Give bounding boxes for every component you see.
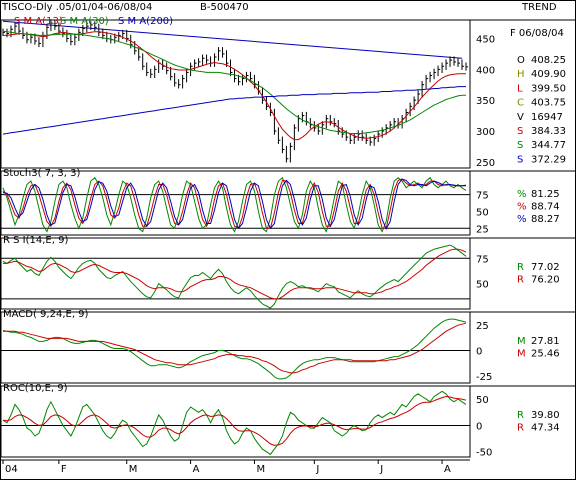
panel-price: 250 300 350 400 450 S M A(13)S M A(30) S M A(2… <box>0 16 576 169</box>
stoch-plot-border <box>0 170 471 236</box>
roc-ytick-2: 50 <box>476 395 489 406</box>
macd-series-macd <box>2 318 467 380</box>
macd-series-signal <box>3 322 467 374</box>
x-axis: 04 F M A M J J A <box>1 459 470 475</box>
info-value-6: 344.77 <box>531 140 566 151</box>
rsi-series-signal <box>3 248 467 300</box>
roc-info-value-1: 47.34 <box>531 423 560 434</box>
x-tick-label: J <box>379 464 383 475</box>
info-key-1: H <box>517 69 525 80</box>
roc-title: ROC(10,E, 9) <box>3 383 68 394</box>
rsi-ytick-0: 50 <box>476 280 489 291</box>
price-plot-border <box>0 19 471 169</box>
roc-plot-border <box>0 385 471 458</box>
info-key-6: S <box>517 140 523 151</box>
x-tick-label: F <box>61 464 67 475</box>
stoch-info-value-0: 81.25 <box>531 189 560 200</box>
info-key-5: S <box>517 126 523 137</box>
rsi-info-value-0: 77.02 <box>531 262 560 273</box>
legend-s-m-a-13-: S M A(13) <box>14 16 63 27</box>
roc-series-signal <box>2 395 467 446</box>
rsi-info-key-1: R <box>517 275 524 286</box>
macd-info-value-1: 25.46 <box>531 349 560 360</box>
rsi-ytick-1: 75 <box>476 254 489 265</box>
panel-stoch: 25 50 75 Stoch3( 7, 3, 3)% 81.25% 88.74% 88.27 <box>0 168 576 236</box>
roc-info-key-0: R <box>517 410 524 421</box>
macd-info-key-1: M <box>517 349 526 360</box>
stoch-series-%k <box>2 176 467 233</box>
info-value-7: 372.29 <box>531 154 566 165</box>
x-tick-label: M <box>256 464 265 475</box>
price-series-sma30 <box>2 30 466 134</box>
info-key-0: O <box>517 55 525 66</box>
stoch-info-value-1: 88.74 <box>531 202 560 213</box>
info-value-1: 409.90 <box>531 69 566 80</box>
macd-ytick-2: 25 <box>476 321 489 332</box>
price-ytick-4: 450 <box>476 35 495 46</box>
price-ytick-2: 350 <box>476 96 495 107</box>
stoch-ytick-1: 50 <box>476 207 489 218</box>
roc-ytick-0: -50 <box>476 448 492 459</box>
stoch-series-slow <box>2 178 466 231</box>
rsi-title: R S I(14,E, 9) <box>3 235 68 246</box>
info-value-0: 408.25 <box>531 55 566 66</box>
roc-info-value-0: 39.80 <box>531 410 560 421</box>
stoch-info-key-0: % <box>517 189 527 200</box>
info-value-5: 384.33 <box>531 126 566 137</box>
roc-info-key-1: R <box>517 423 524 434</box>
panel-rsi: 50 75 R S I(14,E, 9) R 77.02 R 76.20 <box>0 235 576 310</box>
macd-info-key-0: M <box>517 336 526 347</box>
stoch-info-key-1: % <box>517 202 527 213</box>
rsi-info-value-1: 76.20 <box>531 275 560 286</box>
roc-ytick-1: 0 <box>476 421 482 432</box>
x-tick-label: 04 <box>5 464 18 475</box>
stoch-title: Stoch3( 7, 3, 3) <box>3 168 80 179</box>
stoch-info-value-2: 88.27 <box>531 214 560 225</box>
macd-info-value-0: 27.81 <box>531 336 560 347</box>
rsi-plot-border <box>0 237 471 310</box>
panel-macd: -25 0 25 MACD( 9,24,E, 9) M 27.81 M 25.46 <box>0 309 576 384</box>
stoch-ytick-2: 75 <box>476 191 489 202</box>
info-value-2: 399.50 <box>531 83 566 94</box>
info-key-2: L <box>517 83 523 94</box>
price-ytick-1: 300 <box>476 127 495 138</box>
legend-s-m-a-30-: S M A(30) <box>60 16 109 27</box>
info-value-3: 403.75 <box>531 98 566 109</box>
price-series-sma200 <box>2 86 466 135</box>
info-key-3: C <box>517 98 524 109</box>
price-ytick-0: 250 <box>476 158 495 169</box>
info-key-4: V <box>517 112 524 123</box>
rsi-info-key-0: R <box>517 262 524 273</box>
price-ytick-3: 400 <box>476 65 495 76</box>
macd-title: MACD( 9,24,E, 9) <box>3 309 89 320</box>
stoch-info-key-2: % <box>517 214 527 225</box>
info-key-7: S <box>517 154 523 165</box>
trend-label: TREND <box>521 2 557 13</box>
panel-roc: -50 0 50 ROC(10,E, 9) R 39.80 R 47.34 <box>0 383 576 459</box>
x-tick-label: J <box>315 464 319 475</box>
rsi-series-rsi <box>2 244 467 309</box>
info-value-4: 16947 <box>531 112 563 123</box>
roc-series-roc <box>2 390 467 456</box>
legend-s-m-a-200-: S M A(200) <box>118 16 173 27</box>
info-date: F 06/08/04 <box>510 28 564 39</box>
chart-title: TISCO-Dly .05/01/04-06/08/04 <box>1 2 152 13</box>
x-tick-label: A <box>193 464 200 475</box>
macd-ytick-0: -25 <box>476 372 492 383</box>
macd-ytick-1: 0 <box>476 347 482 358</box>
x-tick-label: M <box>129 464 138 475</box>
trendline <box>2 20 463 59</box>
x-tick-label: A <box>444 464 451 475</box>
stoch-ytick-0: 25 <box>476 224 489 235</box>
price-series-sma13 <box>3 31 466 141</box>
stock-code: B-500470 <box>200 2 249 13</box>
stoch-series-%d <box>2 178 467 230</box>
macd-plot-border <box>0 311 471 384</box>
